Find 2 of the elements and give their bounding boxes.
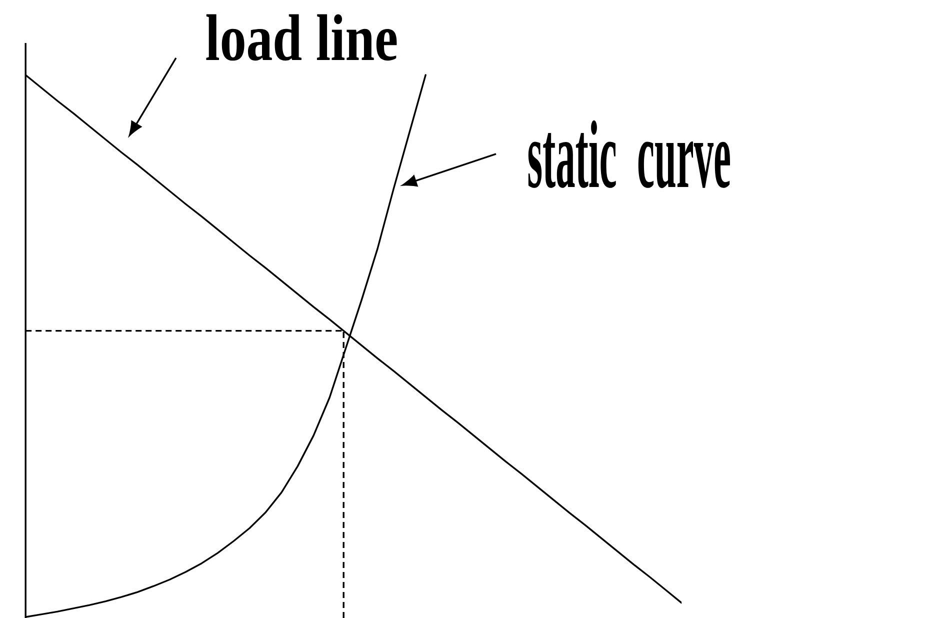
series-label: load line (206, 14, 397, 61)
legend-label: static curve (528, 120, 730, 188)
